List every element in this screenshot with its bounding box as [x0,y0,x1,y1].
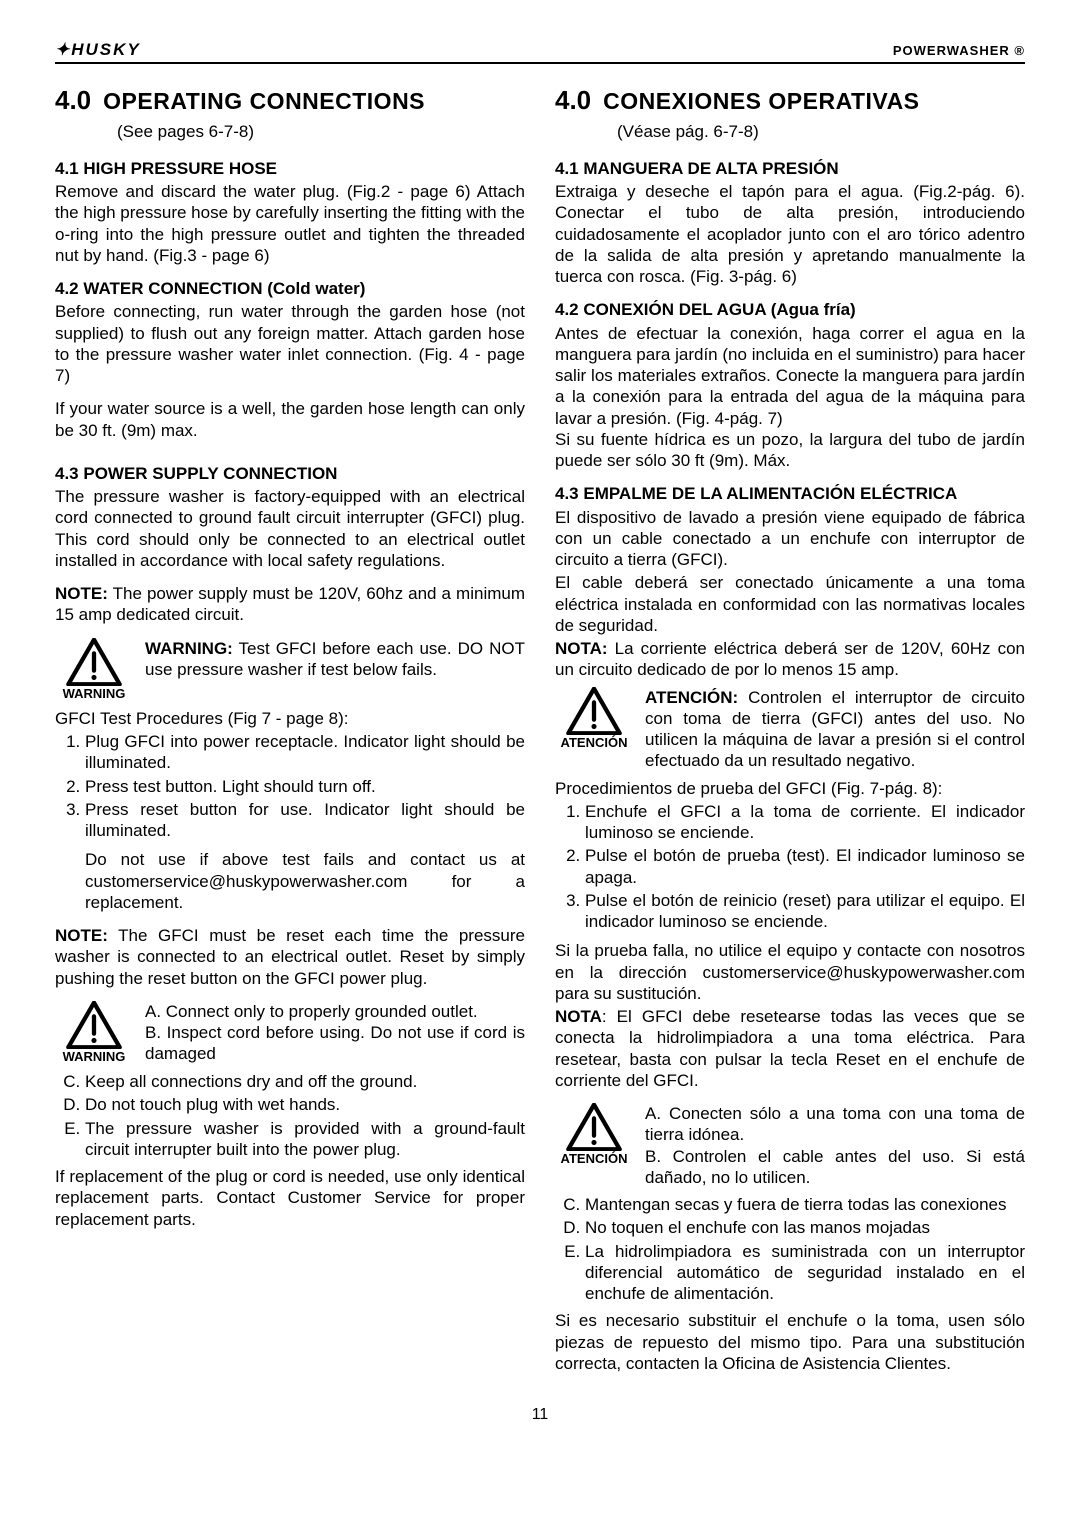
note-body: The power supply must be 120V, 60hz and … [55,584,525,624]
two-column-layout: 4.0 OPERATING CONNECTIONS (See pages 6-7-… [55,84,1025,1386]
section-title: OPERATING CONNECTIONS [103,88,425,114]
body-text: If your water source is a well, the gard… [55,398,525,441]
warning-block: WARNING A. Connect only to properly grou… [55,1001,525,1065]
brand-right: POWERWASHER ® [893,43,1025,58]
list-item: La hidrolimpiadora es suministrada con u… [585,1241,1025,1305]
page-header: ✦HUSKY POWERWASHER ® [55,40,1025,64]
list-item: Enchufe el GFCI a la toma de corriente. … [585,801,1025,844]
list-item: Press reset button for use. Indicator li… [85,799,525,842]
body-text: El dispositivo de lavado a presión viene… [555,507,1025,571]
letter-list: Keep all connections dry and off the gro… [55,1071,525,1160]
subsection-heading: 4.1 HIGH PRESSURE HOSE [55,158,525,179]
numbered-list: Enchufe el GFCI a la toma de corriente. … [555,801,1025,933]
section-subtitle: (Véase pág. 6-7-8) [617,121,1025,142]
section-title: CONEXIONES OPERATIVAS [603,88,919,114]
body-text: Antes de efectuar la conexión, haga corr… [555,323,1025,472]
body-text: Before connecting, run water through the… [55,301,525,386]
body-text: The pressure washer is factory-equipped … [55,486,525,571]
column-english: 4.0 OPERATING CONNECTIONS (See pages 6-7-… [55,84,525,1386]
list-item: Pulse el botón de prueba (test). El indi… [585,845,1025,888]
warning-label: WARNING [63,686,126,702]
body-text: Extraiga y deseche el tapón para el agua… [555,181,1025,287]
warning-icon-column: ATENCIÓN [555,687,633,751]
body-text: GFCI Test Procedures (Fig 7 - page 8): [55,708,525,729]
warning-line-b: B. Inspect cord before using. Do not use… [145,1022,525,1065]
column-spanish: 4.0 CONEXIONES OPERATIVAS (Véase pág. 6-7… [555,84,1025,1386]
note-label: NOTA: [555,639,608,658]
body-text: Procedimientos de prueba del GFCI (Fig. … [555,778,1025,799]
warning-block: ATENCIÓN A. Conecten sólo a una toma con… [555,1103,1025,1188]
warning-triangle-icon [566,1103,622,1151]
list-item: Do not touch plug with wet hands. [85,1094,525,1115]
list-item: Mantengan secas y fuera de tierra todas … [585,1194,1025,1215]
note-label: NOTA [555,1007,602,1026]
atencion-label: ATENCIÓN [561,735,628,751]
list-item: No toquen el enchufe con las manos mojad… [585,1217,1025,1238]
subsection-heading: 4.3 EMPALME DE LA ALIMENTACIÓN ELÉCTRICA [555,483,1025,504]
body-text: Si la prueba falla, no utilice el equipo… [555,940,1025,1004]
warning-block: WARNING WARNING: Test GFCI before each u… [55,638,525,702]
note-text: NOTA: El GFCI debe resetearse todas las … [555,1006,1025,1091]
atencion-label: ATENCIÓN [561,1151,628,1167]
warning-label: WARNING [63,1049,126,1065]
note-body: The GFCI must be reset each time the pre… [55,926,525,988]
subsection-heading: 4.1 MANGUERA DE ALTA PRESIÓN [555,158,1025,179]
section-number: 4.0 [555,85,591,115]
section-subtitle: (See pages 6-7-8) [117,121,525,142]
warning-triangle-icon [566,687,622,735]
body-text: El cable deberá ser conectado únicamente… [555,572,1025,636]
warning-text: A. Connect only to properly grounded out… [145,1001,525,1065]
note-body: La corriente eléctrica deberá ser de 120… [555,639,1025,679]
brand-left: ✦HUSKY [55,40,141,60]
body-text: Do not use if above test fails and conta… [85,849,525,913]
warning-text: ATENCIÓN: Controlen el interruptor de ci… [645,687,1025,772]
note-label: NOTE: [55,584,108,603]
warning-line-a: A. Connect only to properly grounded out… [145,1001,525,1022]
subsection-heading: 4.2 WATER CONNECTION (Cold water) [55,278,525,299]
section-header: 4.0 OPERATING CONNECTIONS [55,84,525,117]
manual-page: ✦HUSKY POWERWASHER ® 4.0 OPERATING CONNEC… [0,0,1080,1532]
page-number: 11 [55,1406,1025,1424]
warning-triangle-icon [66,638,122,686]
body-text: Si es necesario substituir el enchufe o … [555,1310,1025,1374]
subsection-heading: 4.2 CONEXIÓN DEL AGUA (Agua fría) [555,299,1025,320]
warning-icon-column: ATENCIÓN [555,1103,633,1167]
warning-icon-column: WARNING [55,1001,133,1065]
list-item: The pressure washer is provided with a g… [85,1118,525,1161]
warning-icon-column: WARNING [55,638,133,702]
warning-block: ATENCIÓN ATENCIÓN: Controlen el interrup… [555,687,1025,772]
warning-line-a: A. Conecten sólo a una toma con una toma… [645,1103,1025,1146]
warning-text: A. Conecten sólo a una toma con una toma… [645,1103,1025,1188]
body-text: Remove and discard the water plug. (Fig.… [55,181,525,266]
note-body: : El GFCI debe resetearse todas las vece… [555,1007,1025,1090]
list-item: Pulse el botón de reinicio (reset) para … [585,890,1025,933]
note-text: NOTE: The GFCI must be reset each time t… [55,925,525,989]
warning-bold: WARNING: [145,639,233,658]
warning-line-b: B. Controlen el cable antes del uso. Si … [645,1146,1025,1189]
note-text: NOTE: The power supply must be 120V, 60h… [55,583,525,626]
section-header: 4.0 CONEXIONES OPERATIVAS [555,84,1025,117]
body-text: If replacement of the plug or cord is ne… [55,1166,525,1230]
numbered-list: Plug GFCI into power receptacle. Indicat… [55,731,525,841]
atencion-bold: ATENCIÓN: [645,688,738,707]
note-text: NOTA: La corriente eléctrica deberá ser … [555,638,1025,681]
warning-text: WARNING: Test GFCI before each use. DO N… [145,638,525,681]
list-item: Press test button. Light should turn off… [85,776,525,797]
letter-list: Mantengan secas y fuera de tierra todas … [555,1194,1025,1304]
subsection-heading: 4.3 POWER SUPPLY CONNECTION [55,463,525,484]
list-item: Keep all connections dry and off the gro… [85,1071,525,1092]
section-number: 4.0 [55,85,91,115]
warning-triangle-icon [66,1001,122,1049]
note-label: NOTE: [55,926,108,945]
list-item: Plug GFCI into power receptacle. Indicat… [85,731,525,774]
